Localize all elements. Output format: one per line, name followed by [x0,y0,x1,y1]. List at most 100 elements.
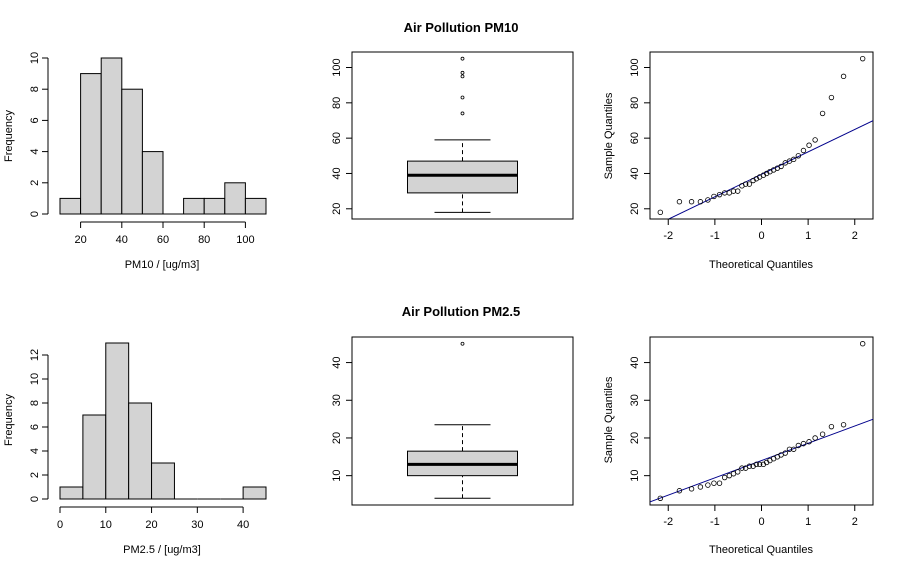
row2-qq-point [840,422,847,428]
row1-box-outlier [460,74,465,79]
row2-hist-bar [105,342,130,500]
row2-qq-xtick-label: -2 [663,516,673,528]
row1-qq-xtick-label: -2 [663,230,673,242]
row2-qq-point [800,440,807,447]
row1-qq-point [778,163,784,170]
row1-box-outlier [460,56,465,61]
row2-hist-xtick-label: 10 [100,519,112,531]
row2-qq-frame [649,336,874,506]
row2-hist-bar [82,414,107,500]
row1-box-ytick-label: 40 [331,167,343,179]
row1-hist-xtick-label: 80 [198,234,210,246]
row1-hist-xtick-label: 100 [236,234,254,246]
row1-qq-point [806,142,812,148]
row2-hist-ytick-label: 8 [29,400,41,406]
row1-qq-point [742,181,749,187]
row2-qq-point [812,435,818,441]
row1-qq-ylabel: Sample Quantiles [603,92,615,179]
row1-hist-bar [59,197,82,215]
row2-qq-point [790,446,797,452]
row2-qq-point [782,450,788,456]
row1-qq-point [716,191,723,198]
row2-qq-xtick-label: 1 [805,516,811,528]
row2-qq-point [739,465,745,471]
row2-qq-point [735,469,741,475]
row2-qq-ytick-label: 30 [629,394,641,406]
row1-qq-ytick-label: 60 [629,132,641,144]
row1-hist-ytick-label: 6 [29,117,41,123]
row1-hist-xtick-label: 20 [74,234,86,246]
row2-hist-xtick-label: 40 [237,519,249,531]
row1-hist-xlabel: PM10 / [ug/m3] [125,259,200,271]
row2-hist-ytick-label: 2 [29,472,41,478]
row2-qq-point [688,486,695,492]
row1-box-ytick-label: 20 [331,203,343,215]
row2-hist-ylabel: Frequency [3,394,15,446]
row2-qq-point [716,480,723,486]
row1-qq-xtick-label: -1 [710,230,720,242]
row2-qq-ytick-label: 20 [629,432,641,444]
row1-qq-ytick-label: 20 [629,203,641,215]
row2-box-frame [351,336,574,506]
row1-hist-bar [121,88,143,215]
row1-box-frame [351,51,574,220]
row1-qq-point [711,193,717,200]
row2-qq-point [819,431,826,437]
row1-hist-ytick-label: 0 [29,211,41,217]
row2-hist-bar [151,462,175,500]
row1-qq-ytick-label: 100 [629,58,641,76]
row1-hist-bar [244,197,267,215]
row2-qq-point [657,495,664,501]
row1-box-ytick-label: 100 [331,58,343,76]
row1-box-outlier [460,111,465,116]
row2-qq-ytick-label: 10 [629,470,641,482]
row2-qq-point [676,488,683,494]
row1-hist-bar [141,151,164,215]
row2-hist-xtick-label: 0 [57,519,63,531]
row1-qq-xtick-label: 1 [805,230,811,242]
row2-qq-point [697,484,704,490]
row1-box-outlier [460,70,465,75]
row1-hist-ytick-label: 2 [29,180,41,186]
row1-qq-point [795,153,802,159]
row1-qq-point [657,209,664,216]
row2-hist-bar [59,486,84,500]
row1-qq-xtick-label: 2 [852,230,858,242]
row2-qq-point [721,474,728,481]
row2-box-ytick-label: 10 [331,470,343,482]
row1-box-iqr [407,160,518,194]
row2-hist-xtick-label: 30 [191,519,203,531]
row2-hist-xtick-label: 20 [145,519,157,531]
row2-hist-ytick-label: 10 [29,373,41,385]
row2-qq-point [753,461,760,468]
row2-hist-ytick-label: 0 [29,496,41,502]
row2-box-ytick-label: 20 [331,432,343,444]
row1-qq-frame [649,51,874,220]
row2-qq-point [756,461,763,468]
row1-qq-point [800,147,807,154]
row1-qq-point [730,188,737,194]
row1-qq-point [735,188,741,194]
row2-qq-xtick-label: -1 [710,516,720,528]
row1-qq-point [819,110,826,117]
row1-hist-bar [183,197,205,215]
row2-box-ytick-label: 40 [331,356,343,368]
row1-qq-xlabel: Theoretical Quantiles [709,259,813,271]
row2-hist-xlabel: PM2.5 / [ug/m3] [123,544,201,556]
row2-box-outlier [460,341,465,346]
row2-qq-point [806,439,812,445]
row2-qq-xlabel: Theoretical Quantiles [709,544,813,556]
row1-hist-xtick-label: 40 [116,234,128,246]
row1-box-ytick-label: 80 [331,97,343,109]
row2-hist-bar [128,402,153,500]
row1-qq-ytick-label: 40 [629,167,641,179]
row1-qq-point [676,199,683,205]
row1-hist-ytick-label: 8 [29,86,41,92]
row2-qq-point [711,480,717,486]
row1-hist-ytick-label: 10 [29,52,41,64]
row1-box-ytick-label: 60 [331,132,343,144]
row1-qq-point [840,73,847,80]
row1-qq-xtick-label: 0 [758,230,764,242]
